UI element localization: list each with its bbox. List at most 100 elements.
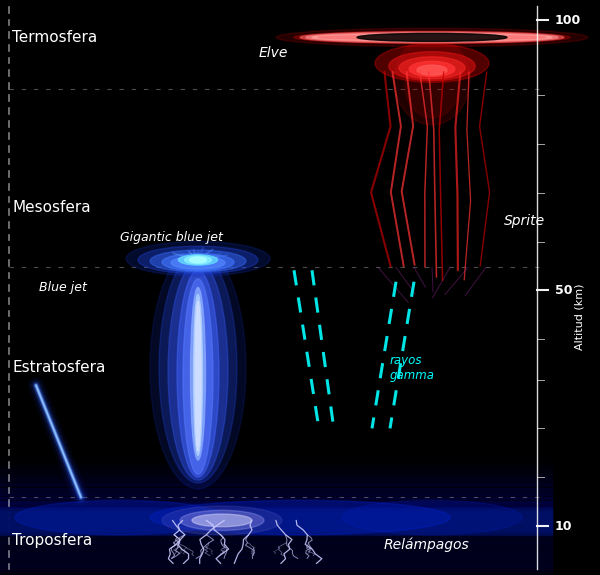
Ellipse shape bbox=[389, 52, 475, 81]
Ellipse shape bbox=[171, 256, 225, 269]
Text: Blue jet: Blue jet bbox=[39, 281, 87, 294]
Ellipse shape bbox=[192, 514, 252, 527]
Ellipse shape bbox=[180, 511, 264, 530]
Text: Sprite: Sprite bbox=[504, 214, 545, 228]
Bar bbox=[0, 527, 552, 531]
Text: Troposfera: Troposfera bbox=[12, 533, 92, 548]
Ellipse shape bbox=[159, 253, 237, 483]
Ellipse shape bbox=[354, 34, 510, 40]
Bar bbox=[0, 501, 552, 508]
Bar bbox=[0, 522, 552, 527]
Bar bbox=[0, 525, 552, 534]
Ellipse shape bbox=[312, 34, 552, 41]
Bar bbox=[0, 497, 552, 504]
Bar bbox=[0, 507, 552, 515]
Ellipse shape bbox=[150, 247, 246, 489]
Ellipse shape bbox=[191, 288, 205, 460]
Ellipse shape bbox=[333, 34, 531, 41]
Ellipse shape bbox=[399, 57, 465, 79]
Bar bbox=[0, 509, 552, 514]
Bar bbox=[0, 515, 552, 520]
Bar bbox=[0, 513, 552, 518]
Bar bbox=[0, 553, 552, 561]
Ellipse shape bbox=[150, 500, 450, 535]
Text: rayos
gamma: rayos gamma bbox=[390, 354, 435, 382]
Bar bbox=[0, 460, 552, 467]
Bar bbox=[0, 543, 552, 552]
Bar bbox=[0, 469, 552, 476]
Bar bbox=[0, 465, 552, 471]
Bar bbox=[0, 511, 552, 520]
Bar bbox=[0, 488, 552, 494]
Ellipse shape bbox=[168, 262, 228, 480]
Ellipse shape bbox=[300, 32, 564, 43]
Bar bbox=[0, 518, 552, 522]
Ellipse shape bbox=[179, 255, 218, 265]
Bar bbox=[0, 506, 552, 513]
Text: 100: 100 bbox=[555, 14, 581, 26]
Ellipse shape bbox=[162, 506, 282, 535]
Bar bbox=[0, 508, 552, 513]
Bar bbox=[0, 566, 552, 575]
Ellipse shape bbox=[185, 256, 212, 264]
Text: Gigantic blue jet: Gigantic blue jet bbox=[119, 231, 223, 244]
Ellipse shape bbox=[375, 44, 489, 82]
Bar bbox=[0, 523, 552, 528]
Ellipse shape bbox=[183, 279, 213, 474]
Text: Termosfera: Termosfera bbox=[12, 30, 97, 45]
Bar bbox=[0, 516, 552, 524]
Text: Mesosfera: Mesosfera bbox=[12, 200, 91, 214]
Bar bbox=[0, 529, 552, 534]
Text: 10: 10 bbox=[555, 520, 572, 532]
Bar bbox=[0, 526, 552, 530]
Ellipse shape bbox=[342, 500, 522, 535]
Ellipse shape bbox=[193, 294, 203, 455]
Bar bbox=[0, 539, 552, 547]
Text: 50: 50 bbox=[555, 284, 572, 297]
Bar bbox=[0, 534, 552, 543]
Ellipse shape bbox=[318, 35, 546, 40]
Ellipse shape bbox=[306, 33, 558, 42]
Bar bbox=[0, 502, 552, 511]
Ellipse shape bbox=[357, 33, 507, 41]
Bar bbox=[0, 519, 552, 523]
Bar bbox=[0, 520, 552, 524]
Bar bbox=[0, 521, 552, 526]
Ellipse shape bbox=[394, 36, 470, 125]
Bar bbox=[0, 478, 552, 485]
Bar bbox=[0, 520, 552, 529]
Bar bbox=[0, 524, 552, 529]
Ellipse shape bbox=[126, 242, 270, 276]
Bar bbox=[0, 548, 552, 557]
Ellipse shape bbox=[409, 62, 455, 76]
Bar bbox=[0, 530, 552, 538]
Bar bbox=[0, 511, 552, 515]
Ellipse shape bbox=[15, 500, 225, 535]
Bar bbox=[0, 530, 552, 535]
Ellipse shape bbox=[294, 31, 570, 44]
Ellipse shape bbox=[276, 28, 588, 47]
Bar bbox=[0, 516, 552, 521]
Bar bbox=[0, 511, 552, 518]
Ellipse shape bbox=[312, 33, 552, 42]
Bar bbox=[0, 557, 552, 566]
Ellipse shape bbox=[195, 301, 201, 451]
Bar bbox=[0, 528, 552, 532]
Ellipse shape bbox=[190, 257, 206, 263]
Ellipse shape bbox=[405, 55, 459, 118]
Ellipse shape bbox=[162, 254, 234, 271]
Ellipse shape bbox=[150, 250, 246, 272]
Bar bbox=[0, 514, 552, 519]
Bar bbox=[0, 474, 552, 481]
Bar bbox=[0, 492, 552, 499]
Ellipse shape bbox=[417, 65, 447, 75]
Bar bbox=[0, 562, 552, 570]
Text: Elve: Elve bbox=[259, 47, 287, 60]
Bar bbox=[0, 483, 552, 490]
Text: Estratosfera: Estratosfera bbox=[12, 361, 106, 375]
Text: Altitud (km): Altitud (km) bbox=[574, 283, 584, 350]
Ellipse shape bbox=[138, 246, 258, 274]
Bar bbox=[0, 512, 552, 516]
Ellipse shape bbox=[177, 270, 219, 477]
Text: Relámpagos: Relámpagos bbox=[384, 538, 470, 553]
